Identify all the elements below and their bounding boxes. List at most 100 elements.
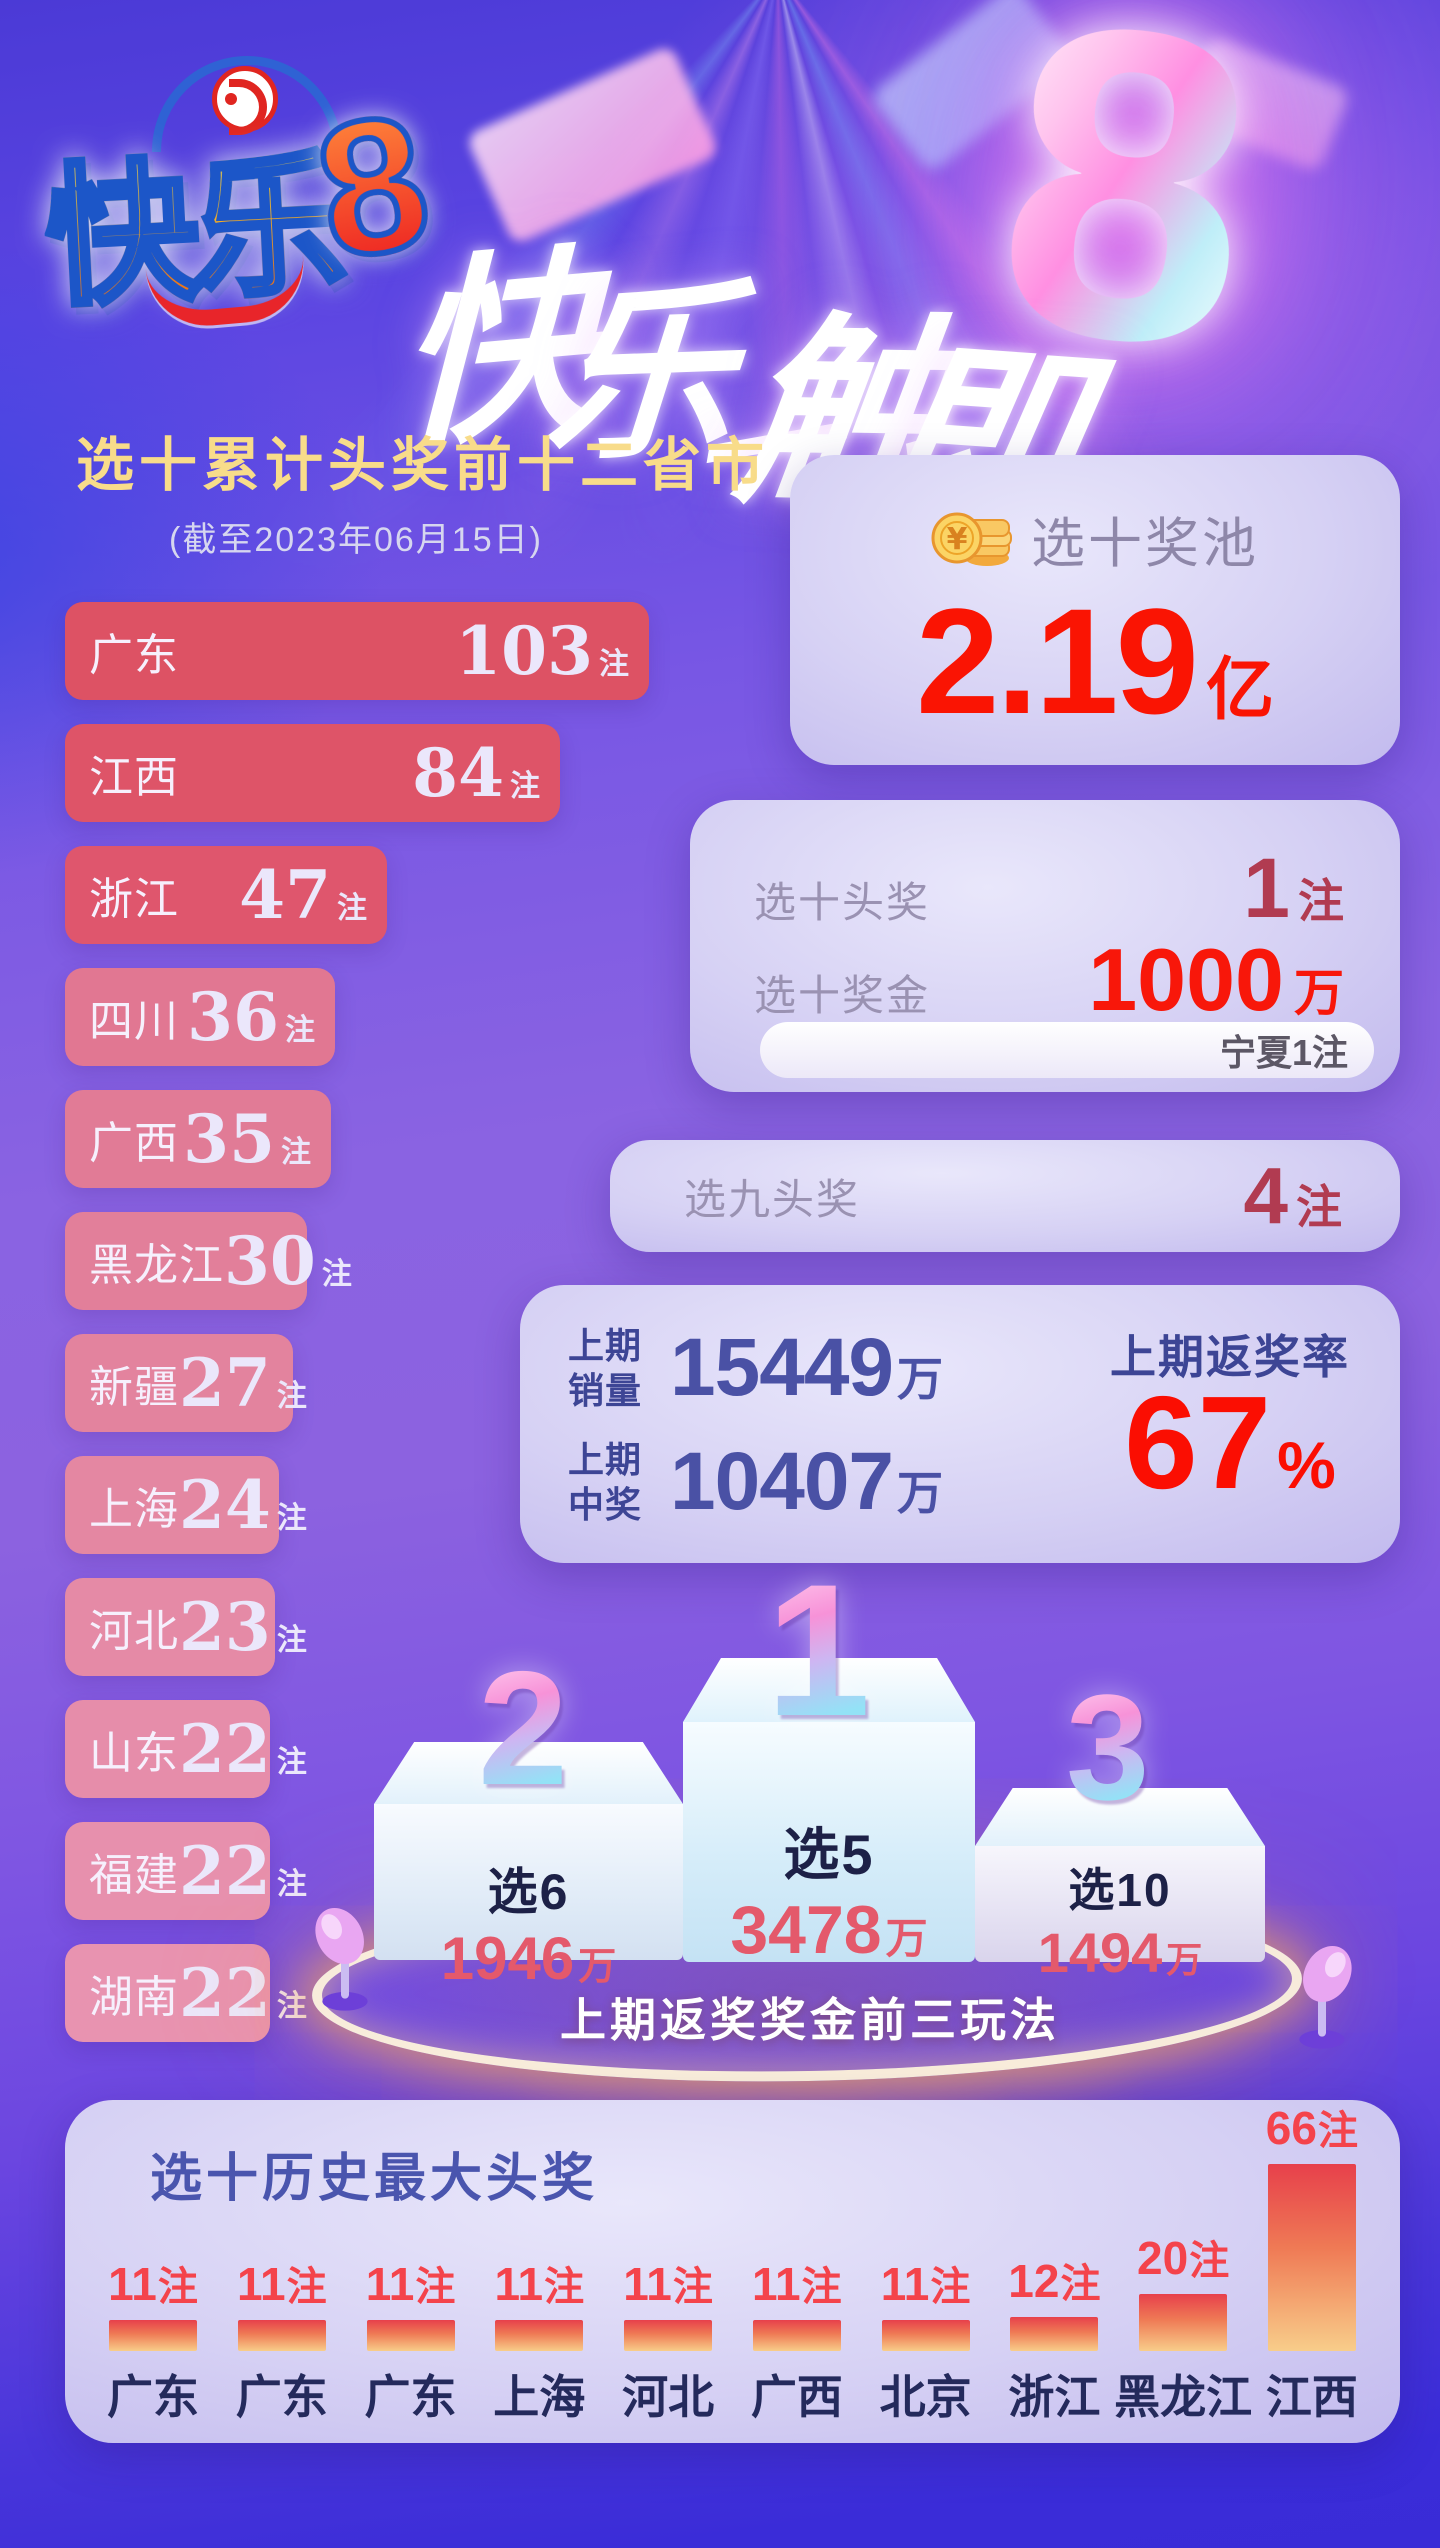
province-name: 黑龙江 [89,1241,224,1290]
section-subtitle: (截至2023年06月15日) [169,521,543,559]
province-value: 35 [183,1100,275,1178]
pick-nine-unit: 注 [1296,1180,1342,1233]
history-column: 11 注 广西 [735,2254,859,2427]
province-bar: 湖南 22 注 [65,1944,307,2042]
history-province-name: 广东 [107,2371,199,2423]
podium-front-face: 选5 3478 万 [683,1722,975,1968]
province-value: 22 [179,1832,271,1910]
podium-caption: 上期返奖奖金前三玩法 [560,1994,1060,2046]
province-row: 四川 36 注 [65,968,649,1066]
province-value: 22 [179,1954,271,2032]
sales-label: 上期 销量 [568,1325,643,1411]
history-province-name: 广西 [750,2371,843,2423]
winnings-value: 10407 [670,1436,894,1527]
winnings-label: 上期 中奖 [568,1439,643,1525]
province-row: 上海 24 注 [65,1456,649,1554]
history-value: 12 注 [1008,2255,1101,2307]
history-column: 11 注 上海 [477,2254,601,2427]
province-bar: 上海 24 注 [65,1456,307,1554]
province-name: 广东 [89,631,179,680]
province-bar: 广东 103 注 [65,602,649,700]
rank-3-number: 3 [1066,1663,1150,1831]
province-row: 福建 22 注 [65,1822,649,1920]
province-unit: 注 [321,1258,352,1291]
history-column: 11 注 河北 [606,2254,730,2427]
pool-label: 选十奖池 [1031,514,1259,574]
history-title: 选十历史最大头奖 [150,2150,599,2208]
province-unit: 注 [276,1868,307,1901]
history-bar [495,2320,584,2351]
province-row: 黑龙江 30 注 [65,1212,649,1310]
floating-banknote-decoration [465,44,720,246]
province-value: 84 [412,734,504,812]
history-bar [237,2320,326,2351]
history-bar [1267,2164,1356,2351]
history-value: 66 注 [1265,2102,1358,2154]
sales-value: 15449 [670,1322,894,1413]
province-value: 30 [224,1222,316,1300]
province-unit: 注 [276,1746,307,1779]
history-value: 20 注 [1137,2232,1230,2284]
china-sports-lottery-icon [212,66,278,135]
svg-text:¥: ¥ [947,522,968,557]
history-bar [881,2320,970,2351]
podium-amount: 1494 [1037,1921,1163,1984]
province-name: 上海 [89,1485,179,1534]
province-bar-chart: 广东 103 注 江西 84 注 浙江 47 注 四川 [65,602,649,2066]
province-bar: 河北 23 注 [65,1578,307,1676]
winner-region-note: 宁夏1注 [760,1022,1374,1078]
prize-money-label: 选十奖金 [754,972,931,1019]
province-unit: 注 [281,1136,311,1169]
province-unit: 注 [276,1624,307,1657]
prize-money-value: 1000 [1088,930,1284,1029]
history-province-name: 广东 [235,2371,328,2423]
province-row: 江西 84 注 [65,724,649,822]
pick-nine-label: 选九头奖 [684,1175,861,1223]
province-value: 22 [179,1710,271,1788]
podium-third-place: 选10 1494 万 [975,1788,1265,1984]
history-bar [109,2320,197,2351]
history-column: 20 注 黑龙江 [1114,2228,1252,2427]
pool-unit: 亿 [1205,652,1274,728]
province-name: 福建 [89,1851,179,1900]
province-bar: 山东 22 注 [65,1700,307,1798]
province-unit: 注 [599,648,629,681]
pool-value: 2.19 [916,577,1199,745]
history-value: 11 注 [752,2258,842,2310]
spotlight-lamp-icon [1299,1945,1352,2049]
history-bar [1010,2317,1099,2351]
province-name: 山东 [89,1729,179,1778]
history-value: 11 注 [880,2258,971,2310]
province-row: 广东 103 注 [65,602,649,700]
province-row: 浙江 47 注 [65,846,649,944]
jackpot-pool-panel: ¥ 选十奖池 2.19 亿 [790,455,1400,765]
podium-amount-unit: 万 [578,1946,617,1988]
pick-nine-panel: 选九头奖 4 注 [610,1140,1400,1252]
podium-game-label: 选6 [487,1864,570,1920]
history-value: 11 注 [365,2258,456,2310]
province-row: 湖南 22 注 [65,1944,649,2042]
first-prize-unit: 注 [1298,875,1344,927]
history-column: 11 注 广东 [91,2254,215,2427]
podium-game-label: 选5 [783,1823,875,1886]
province-value: 23 [179,1588,271,1666]
history-column: 11 注 广东 [220,2254,344,2427]
winnings-unit: 万 [897,1467,944,1519]
province-value: 103 [455,612,593,690]
podium-amount: 3478 [730,1892,882,1968]
podium-front-face: 选10 1494 万 [975,1846,1265,1984]
return-rate-unit: % [1277,1428,1336,1502]
history-column: 11 注 广东 [349,2254,473,2427]
province-unit: 注 [337,892,367,925]
history-value: 11 注 [108,2258,198,2310]
pick-nine-value: 4 [1243,1150,1289,1240]
history-bar [624,2320,713,2351]
province-name: 河北 [89,1607,179,1656]
province-bar: 广西 35 注 [65,1090,331,1188]
podium-top-face [975,1788,1265,1846]
gold-coins-icon: ¥ [931,512,1012,566]
return-rate-value: 67 [1124,1369,1272,1516]
province-value: 47 [239,856,331,934]
province-bar: 黑龙江 30 注 [65,1212,352,1310]
history-province-name: 河北 [622,2371,715,2423]
